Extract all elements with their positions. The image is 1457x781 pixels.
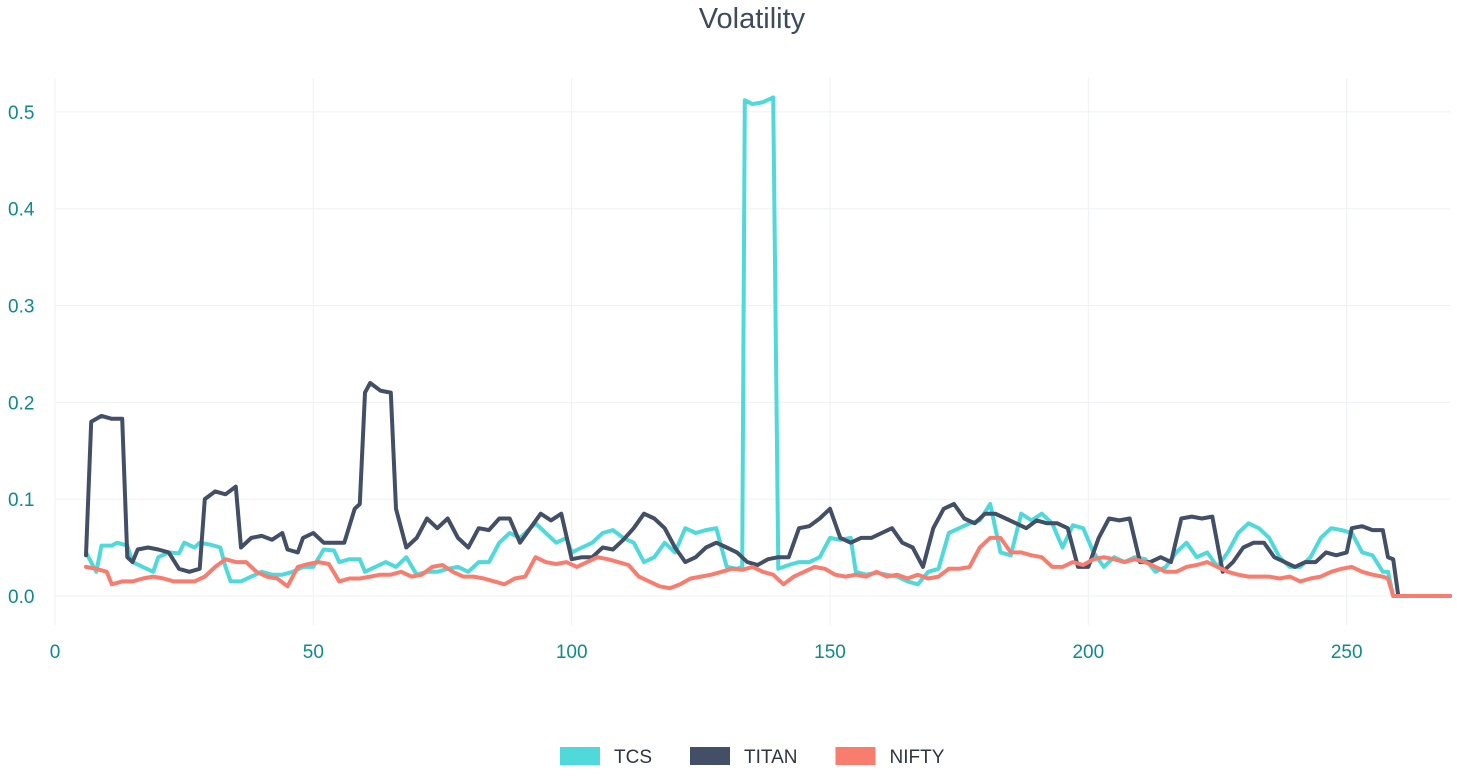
series-line-titan — [84, 381, 1452, 598]
y-tick-label: 0.0 — [8, 587, 34, 608]
grid-lines — [54, 78, 1450, 625]
legend: TCS TITAN NIFTY — [560, 747, 945, 768]
legend-swatch — [690, 747, 730, 765]
legend-item-titan[interactable]: TITAN — [690, 747, 797, 768]
y-tick-label: 0.4 — [8, 200, 35, 221]
x-tick-label: 200 — [1072, 642, 1104, 663]
chart-title: Volatility — [699, 3, 806, 35]
legend-label: NIFTY — [889, 747, 944, 768]
x-axis-ticks: 0 50 100 150 200 250 — [50, 642, 1363, 663]
x-tick-label: 250 — [1331, 642, 1363, 663]
x-tick-label: 0 — [50, 642, 61, 663]
y-tick-label: 0.1 — [8, 490, 34, 511]
series-line-tcs — [84, 95, 1452, 598]
legend-swatch — [560, 747, 600, 765]
y-tick-label: 0.2 — [8, 393, 34, 414]
x-tick-label: 100 — [556, 642, 588, 663]
y-axis-ticks: 0.0 0.1 0.2 0.3 0.4 0.5 — [8, 103, 35, 608]
legend-label: TCS — [614, 747, 652, 768]
legend-item-tcs[interactable]: TCS — [560, 747, 652, 768]
legend-item-nifty[interactable]: NIFTY — [835, 747, 945, 768]
series-lines — [84, 95, 1452, 598]
x-tick-label: 50 — [303, 642, 324, 663]
y-tick-label: 0.5 — [8, 103, 34, 124]
legend-label: TITAN — [744, 747, 797, 768]
legend-swatch — [835, 747, 876, 765]
series-line-nifty — [84, 535, 1452, 598]
x-tick-label: 150 — [814, 642, 846, 663]
y-tick-label: 0.3 — [8, 297, 34, 318]
